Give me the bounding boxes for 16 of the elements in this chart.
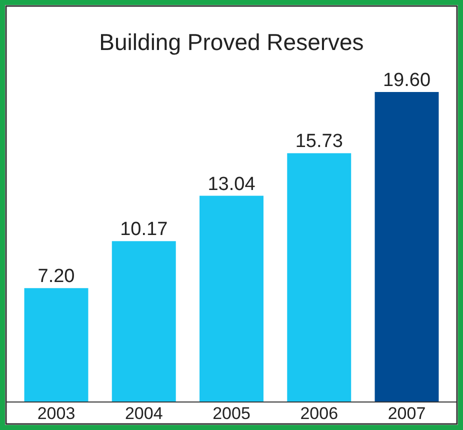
chart-title: Building Proved Reserves <box>99 29 364 55</box>
bar <box>24 288 88 402</box>
data-label: 7.20 <box>38 266 75 288</box>
x-tick-label: 2006 <box>300 404 338 424</box>
bar <box>287 153 352 402</box>
bar <box>200 196 264 402</box>
x-tick-label: 2005 <box>212 404 250 424</box>
bar <box>112 241 176 402</box>
x-tick-label: 2003 <box>37 404 76 424</box>
data-label: 19.60 <box>382 70 431 91</box>
data-label: 15.73 <box>295 131 343 152</box>
x-tick-label: 2007 <box>388 404 426 424</box>
bar <box>374 92 439 402</box>
data-label: 13.04 <box>208 174 256 195</box>
data-label: 10.17 <box>120 219 168 240</box>
x-tick-label: 2004 <box>124 404 163 424</box>
